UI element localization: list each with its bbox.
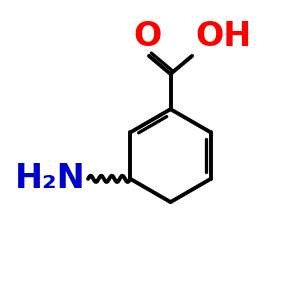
Text: H₂N: H₂N <box>14 162 85 195</box>
Text: O: O <box>134 20 162 52</box>
Text: OH: OH <box>195 20 251 52</box>
